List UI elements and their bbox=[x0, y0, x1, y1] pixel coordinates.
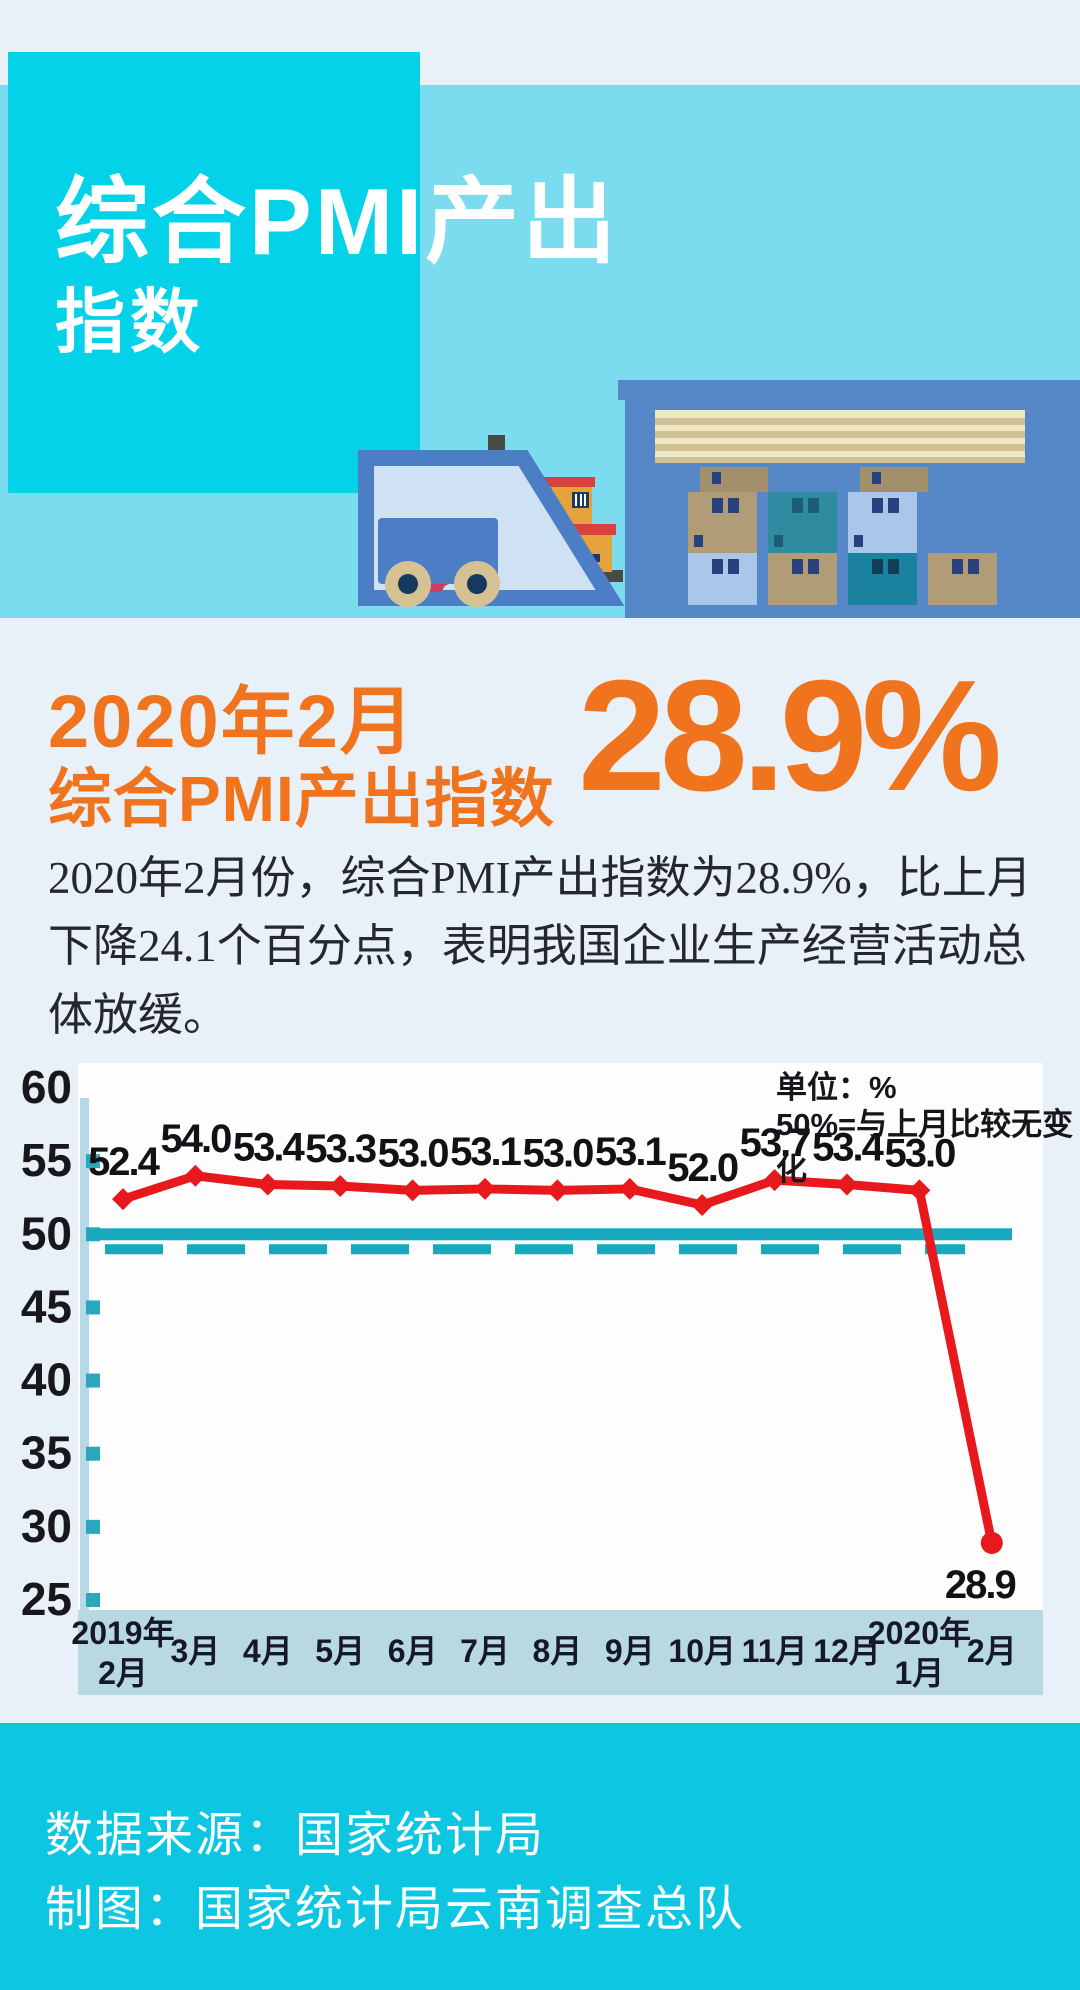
y-tick-label: 55 bbox=[21, 1134, 72, 1186]
y-tick-mark bbox=[86, 1446, 100, 1461]
x-axis-label: 7月 bbox=[460, 1633, 510, 1669]
data-point-marker bbox=[546, 1179, 569, 1202]
y-tick-label: 50 bbox=[21, 1207, 72, 1259]
y-tick-mark bbox=[86, 1519, 100, 1534]
data-point-label: 28.9 bbox=[945, 1563, 1016, 1607]
header-accent-square bbox=[8, 52, 420, 493]
y-tick-label: 35 bbox=[21, 1427, 72, 1479]
chart-plot-area bbox=[78, 1063, 1043, 1610]
x-axis-label: 11月 bbox=[742, 1633, 808, 1669]
x-axis-label: 2019年 bbox=[71, 1615, 174, 1651]
data-point-label: 53.7 bbox=[740, 1121, 811, 1165]
data-point-label: 53.4 bbox=[812, 1126, 885, 1170]
y-tick-label: 60 bbox=[21, 1061, 72, 1113]
x-axis-label: 3月 bbox=[170, 1633, 220, 1669]
footer: 数据来源：国家统计局 制图：国家统计局云南调查总队 bbox=[0, 1723, 1080, 1990]
y-tick-mark bbox=[86, 1373, 100, 1388]
x-axis-label: 5月 bbox=[315, 1633, 365, 1669]
y-tick-mark bbox=[86, 1593, 100, 1607]
data-point-label: 53.4 bbox=[233, 1126, 306, 1170]
x-axis-label: 2月 bbox=[967, 1633, 1017, 1669]
data-point-label: 53.1 bbox=[595, 1130, 667, 1174]
data-point-label: 53.3 bbox=[305, 1127, 376, 1171]
data-point-label: 53.0 bbox=[378, 1131, 449, 1175]
summary-paragraph: 2020年2月份，综合PMI产出指数为28.9%，比上月下降24.1个百分点，表… bbox=[48, 853, 1032, 1040]
page-title: 综合PMI产出 bbox=[55, 169, 620, 274]
chart-unit-note: 单位：% bbox=[776, 1070, 897, 1105]
x-axis-label: 10月 bbox=[668, 1633, 736, 1669]
data-point-marker bbox=[474, 1177, 496, 1200]
footer-credit: 制图：国家统计局云南调查总队 bbox=[45, 1883, 746, 1936]
forklift-icon bbox=[358, 435, 625, 607]
warehouse-boxes-back-row bbox=[700, 467, 928, 492]
data-point-label: 52.4 bbox=[88, 1140, 161, 1184]
chart-reference-note: 50%=与上月比较无变化 bbox=[776, 1107, 1074, 1187]
x-axis-label: 1月 bbox=[894, 1655, 944, 1691]
reference-line bbox=[88, 1228, 1012, 1241]
x-axis-band bbox=[78, 1610, 1043, 1695]
data-point-label: 53.0 bbox=[522, 1131, 593, 1175]
x-axis-label: 2020年 bbox=[868, 1615, 971, 1651]
headline-value: 28.9% bbox=[578, 648, 1002, 824]
y-tick-label: 30 bbox=[21, 1500, 72, 1552]
footer-data-source: 数据来源：国家统计局 bbox=[45, 1809, 546, 1862]
x-axis-label: 8月 bbox=[532, 1633, 582, 1669]
data-point-marker bbox=[329, 1175, 352, 1198]
data-point-marker bbox=[836, 1173, 858, 1196]
y-tick-mark bbox=[86, 1300, 100, 1315]
x-axis-label: 9月 bbox=[605, 1633, 655, 1669]
data-point-label: 53.0 bbox=[884, 1131, 955, 1175]
y-axis-line bbox=[80, 1098, 89, 1610]
headline-period: 2020年2月 bbox=[48, 680, 416, 763]
data-point-marker bbox=[184, 1164, 207, 1187]
data-point-label: 54.0 bbox=[160, 1117, 231, 1161]
headline-label: 综合PMI产出指数 bbox=[48, 763, 555, 835]
y-tick-label: 45 bbox=[21, 1280, 72, 1332]
x-axis-label: 4月 bbox=[243, 1633, 293, 1669]
x-axis-label: 12月 bbox=[813, 1633, 881, 1669]
data-point-marker bbox=[908, 1179, 931, 1202]
data-point-label: 53.1 bbox=[450, 1130, 522, 1174]
page-title-line2: 指数 bbox=[55, 283, 205, 361]
warehouse-boxes-bottom-row bbox=[688, 553, 997, 605]
x-axis-label: 6月 bbox=[388, 1633, 438, 1669]
y-tick-label: 25 bbox=[21, 1573, 72, 1625]
warehouse-icon bbox=[618, 380, 1080, 618]
data-point-marker bbox=[763, 1169, 786, 1192]
data-point-marker bbox=[256, 1173, 279, 1196]
data-point-marker bbox=[618, 1177, 641, 1200]
data-point-label: 52.0 bbox=[667, 1146, 738, 1190]
data-point-marker bbox=[112, 1188, 134, 1211]
warehouse-forklift-illustration bbox=[358, 380, 1080, 618]
data-point-marker bbox=[401, 1179, 424, 1202]
x-axis-label: 2月 bbox=[98, 1655, 148, 1691]
y-tick-mark bbox=[86, 1154, 100, 1169]
data-point-marker bbox=[691, 1194, 714, 1217]
warehouse-boxes-middle-row bbox=[688, 492, 917, 553]
y-tick-label: 40 bbox=[21, 1354, 72, 1406]
data-point-marker bbox=[980, 1531, 1003, 1554]
